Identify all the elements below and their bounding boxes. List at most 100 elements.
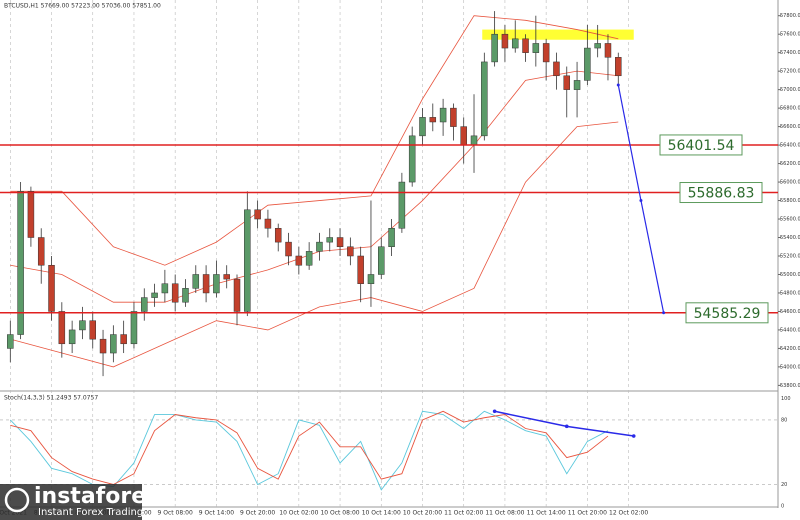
- candle-body: [347, 246, 354, 257]
- candle-body: [429, 117, 437, 123]
- x-tick-label: 9 Oct 14:00: [199, 510, 234, 517]
- price-header: BTCUSD,H1 57669.00 57223.00 57036.00 578…: [4, 3, 161, 10]
- y-tick-label: 80: [781, 417, 787, 423]
- candle-body: [244, 209, 251, 312]
- candle-body: [522, 38, 529, 53]
- candle-body: [130, 311, 138, 345]
- y-tick-label: 56200.00: [780, 161, 800, 167]
- candle-body: [316, 241, 323, 252]
- candle-body: [141, 297, 148, 312]
- watermark-icon: [4, 487, 30, 513]
- y-tick-label: 20: [781, 482, 787, 488]
- y-tick-label: 54000.00: [780, 364, 800, 370]
- divergence-point: [631, 434, 636, 438]
- candle-body: [336, 237, 344, 248]
- candle-body: [17, 191, 24, 335]
- candle-body: [7, 334, 14, 349]
- candle-body: [110, 334, 117, 354]
- projection-point: [639, 199, 643, 203]
- watermark-tagline: Instant Forex Trading: [38, 507, 143, 518]
- stoch-header: Stoch(14,3,3) 51.2493 57.0757: [4, 395, 98, 402]
- y-tick-label: 54800.00: [780, 290, 800, 296]
- candle-body: [58, 311, 66, 345]
- candle-body: [398, 181, 406, 229]
- y-tick-label: 55000.00: [780, 272, 800, 278]
- candle-body: [378, 246, 385, 275]
- candle-body: [491, 33, 498, 63]
- candle-body: [357, 255, 364, 284]
- candle-body: [542, 43, 550, 63]
- bollinger-upper: [10, 15, 619, 266]
- y-tick-label: 56400.00: [780, 143, 800, 149]
- candle-body: [460, 126, 467, 146]
- candle-body: [604, 43, 612, 58]
- x-tick-label: 10 Oct 20:00: [403, 510, 442, 517]
- level-label-box: [679, 182, 763, 204]
- candle-body: [120, 334, 127, 345]
- y-tick-label: 53800.00: [780, 383, 800, 389]
- candle-body: [89, 320, 96, 340]
- x-tick-label: 11 Oct 20:00: [568, 510, 607, 517]
- candle-body: [37, 237, 45, 266]
- y-tick-label: 54600.00: [780, 309, 800, 315]
- level-label: 56401.54: [668, 138, 735, 154]
- y-tick-label: 0: [781, 504, 784, 510]
- level-label-box: [659, 134, 743, 156]
- candle-body: [615, 57, 622, 77]
- candle-body: [584, 47, 591, 81]
- y-tick-label: 57600.00: [780, 32, 800, 38]
- candle-body: [254, 209, 261, 220]
- candle-body: [264, 218, 272, 229]
- y-tick-label: 55400.00: [780, 235, 800, 241]
- y-tick-label: 57000.00: [780, 87, 800, 93]
- projection-point: [616, 83, 620, 87]
- candle-body: [27, 191, 35, 238]
- candle-body: [511, 38, 519, 49]
- candle-body: [481, 61, 488, 137]
- y-tick-label: 57200.00: [780, 69, 800, 75]
- x-tick-label: 11 Oct 08:00: [485, 510, 524, 517]
- x-tick-label: 9 Oct 08:00: [158, 510, 193, 517]
- candle-body: [419, 117, 426, 137]
- x-tick-label: 11 Oct 14:00: [527, 510, 566, 517]
- watermark: instaforex Instant Forex Trading: [0, 484, 160, 520]
- stoch-line: [10, 410, 609, 485]
- bollinger-lower: [10, 121, 619, 368]
- y-tick-label: 55800.00: [780, 198, 800, 204]
- candle-body: [450, 107, 457, 127]
- candle-body: [501, 33, 509, 49]
- y-tick-label: 54200.00: [780, 346, 800, 352]
- candle-body: [202, 274, 210, 294]
- candle-body: [161, 283, 169, 294]
- candle-body: [439, 107, 447, 123]
- candle-body: [171, 283, 179, 303]
- x-tick-label: 10 Oct 14:00: [362, 510, 401, 517]
- candle-body: [388, 228, 395, 248]
- candle-body: [151, 292, 158, 298]
- candle-body: [573, 80, 581, 90]
- candle-body: [274, 228, 282, 243]
- candle-body: [532, 43, 540, 53]
- candle-body: [213, 274, 220, 294]
- y-tick-label: 56800.00: [780, 106, 800, 112]
- x-tick-label: 10 Oct 08:00: [320, 510, 359, 517]
- candle-body: [563, 75, 571, 90]
- projection-point: [662, 311, 666, 315]
- candle-body: [326, 237, 333, 243]
- candle-body: [99, 338, 107, 354]
- y-tick-label: 56000.00: [780, 180, 800, 186]
- candle-body: [594, 43, 601, 49]
- candle-body: [553, 61, 560, 77]
- level-label: 54585.29: [694, 306, 761, 322]
- candle-body: [408, 135, 416, 183]
- candle-body: [223, 274, 230, 280]
- x-tick-label: 10 Oct 02:00: [279, 510, 318, 517]
- x-tick-label: 12 Oct 02:00: [609, 510, 648, 517]
- y-tick-label: 55600.00: [780, 217, 800, 223]
- y-tick-label: 57800.00: [780, 13, 800, 19]
- candle-body: [233, 278, 241, 312]
- candle-body: [285, 241, 292, 257]
- x-tick-label: 9 Oct 20:00: [240, 510, 275, 517]
- y-tick-label: 56600.00: [780, 124, 800, 130]
